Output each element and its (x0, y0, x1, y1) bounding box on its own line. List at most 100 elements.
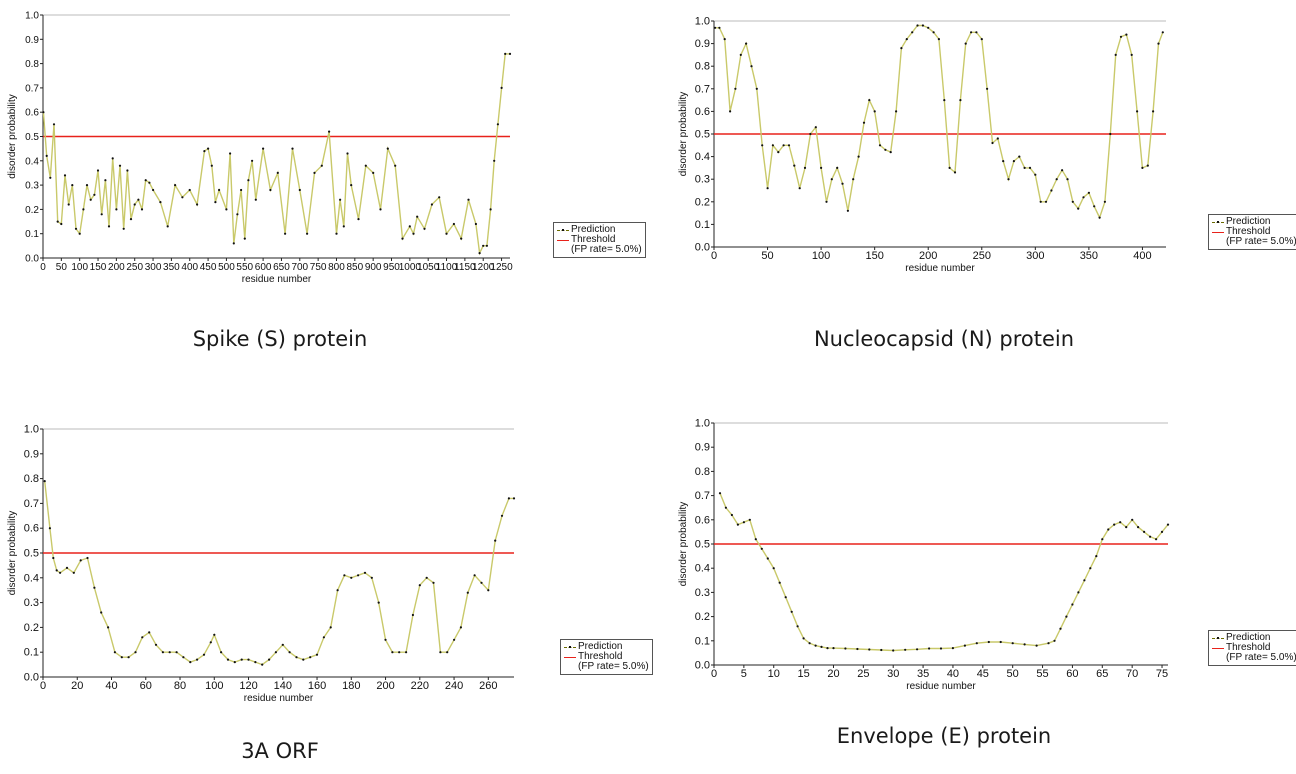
prediction-point (1119, 35, 1123, 38)
x-tick-label: 80 (174, 680, 186, 692)
y-tick-label: 0.5 (695, 129, 710, 141)
prediction-point (1077, 591, 1080, 594)
prediction-point (65, 566, 69, 569)
x-tick-label: 0 (40, 680, 46, 692)
prediction-point (209, 641, 212, 644)
chart-caption: Spike (S) protein (192, 327, 368, 351)
prediction-point (730, 513, 733, 517)
prediction-point (120, 656, 123, 659)
y-tick-label: 0.0 (24, 672, 39, 684)
x-tick-label: 350 (163, 262, 180, 273)
prediction-point (739, 53, 742, 57)
prediction-point (953, 171, 957, 174)
x-tick-label: 500 (218, 262, 235, 273)
prediction-series-line (719, 492, 1169, 652)
prediction-point (439, 651, 442, 654)
prediction-point (306, 232, 309, 235)
prediction-point (364, 164, 367, 167)
x-tick-label: 900 (365, 262, 382, 273)
prediction-point (268, 658, 271, 661)
x-tick-label: 200 (108, 262, 125, 273)
prediction-point (512, 497, 516, 500)
x-tick-label: 1000 (399, 262, 422, 273)
prediction-point (1136, 110, 1139, 113)
prediction-point (236, 213, 239, 216)
prediction-point (745, 42, 748, 45)
prediction-point (100, 611, 103, 614)
y-tick-label: 0.3 (25, 181, 39, 192)
prediction-point (115, 208, 118, 211)
prediction-point (412, 232, 415, 235)
prediction-point (790, 610, 793, 613)
x-tick-label: 1250 (490, 262, 513, 273)
prediction-point (729, 110, 732, 113)
prediction-point (247, 179, 250, 182)
prediction-point (714, 26, 717, 29)
y-tick-label: 0.1 (25, 229, 39, 240)
prediction-point (288, 651, 291, 654)
prediction-point (175, 651, 178, 654)
prediction-point (42, 111, 45, 114)
x-tick-label: 30 (887, 668, 899, 680)
prediction-point (291, 147, 294, 150)
prediction-point (168, 651, 171, 654)
y-axis-label: disorder probability (678, 92, 689, 177)
prediction-series-line (715, 24, 1164, 220)
x-tick-label: 35 (917, 668, 929, 680)
prediction-point (803, 166, 807, 169)
prediction-point (71, 184, 74, 187)
prediction-point (134, 651, 137, 654)
prediction-point (975, 31, 978, 34)
prediction-point (144, 179, 147, 182)
chart-caption: Nucleocapsid (N) protein (813, 327, 1075, 351)
prediction-point (841, 182, 844, 185)
prediction-point (761, 144, 764, 147)
x-tick-label: 0 (711, 250, 717, 262)
prediction-point (141, 636, 144, 639)
x-tick-label: 10 (768, 668, 780, 680)
y-tick-label: 1.0 (695, 418, 710, 430)
y-tick-label: 0.8 (25, 59, 39, 70)
prediction-point (284, 232, 287, 235)
y-tick-label: 0.2 (695, 196, 710, 208)
x-tick-label: 40 (105, 680, 117, 692)
prediction-point (937, 38, 940, 41)
prediction-point (1023, 643, 1026, 646)
prediction-point (873, 110, 876, 113)
prediction-point (207, 147, 210, 150)
x-tick-label: 250 (126, 262, 143, 273)
chart-panel-nucleocapsid: 0.0 0.1 0.2 0.3 0.4 0.5 0.6 0.7 0.8 0.9 1.0 0 50 100 1… (648, 0, 1296, 387)
legend-prediction-label: Prediction (578, 641, 623, 652)
chart-legend: Prediction Threshold (FP rate= 5.0%) (1208, 630, 1296, 666)
prediction-point (432, 581, 435, 584)
prediction-point (189, 661, 192, 664)
prediction-point (188, 188, 191, 192)
y-tick-label: 0.1 (695, 219, 710, 231)
prediction-point (174, 184, 177, 187)
prediction-point (494, 539, 497, 542)
prediction-point (166, 225, 169, 228)
prediction-point (802, 637, 805, 640)
prediction-point (269, 188, 272, 192)
prediction-point (202, 653, 206, 656)
x-tick-label: 1100 (436, 262, 458, 273)
prediction-point (79, 559, 82, 562)
prediction-point (809, 132, 812, 136)
prediction-point (856, 647, 859, 651)
prediction-point (777, 151, 780, 154)
x-tick-label: 150 (865, 250, 883, 262)
prediction-point (93, 586, 96, 589)
threshold-legend-swatch (1212, 227, 1224, 237)
prediction-point (52, 123, 56, 126)
prediction-point (1047, 642, 1050, 645)
prediction-point (1161, 31, 1164, 34)
prediction-point (1044, 200, 1048, 203)
prediction-point (1095, 555, 1098, 558)
prediction-point (148, 181, 151, 184)
prediction-point (391, 651, 394, 654)
chart-caption: 3A ORF (241, 739, 319, 763)
x-axis-label: residue number (242, 274, 312, 285)
prediction-point (240, 188, 243, 192)
legend-threshold-label: Threshold (1226, 642, 1271, 653)
x-tick-label: 45 (977, 668, 989, 680)
